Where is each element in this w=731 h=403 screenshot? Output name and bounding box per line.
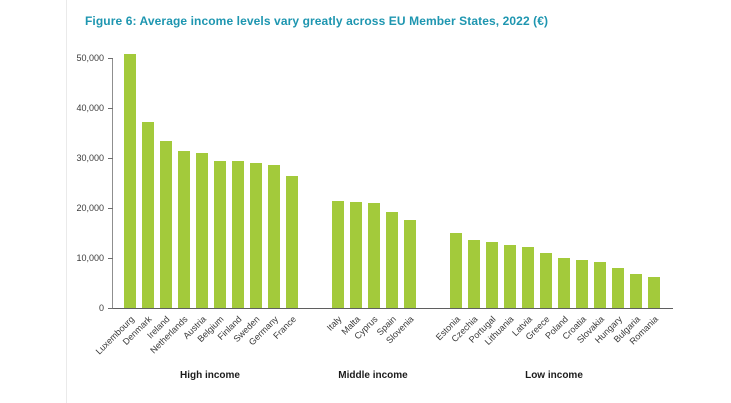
- label-group: Estonia Czechia Portugal Lithuania Latvia Gre…: [434, 312, 662, 364]
- bar-group: [329, 200, 419, 308]
- bar-column: [627, 233, 645, 308]
- bar-column: [229, 54, 247, 308]
- bar-column: [555, 233, 573, 308]
- bar-lithuania: [504, 245, 516, 308]
- bar-column: [265, 54, 283, 308]
- y-tick-label: 0: [98, 303, 104, 313]
- y-tick-label: 10,000: [76, 253, 104, 263]
- bar-column: [383, 201, 401, 308]
- bar-column: [573, 233, 591, 308]
- bar-netherlands: [178, 151, 190, 308]
- y-tick-label: 20,000: [76, 203, 104, 213]
- y-tick-mark: [108, 208, 113, 209]
- bar-sweden: [250, 163, 262, 308]
- y-tick-label: 30,000: [76, 153, 104, 163]
- group-label: Middle income: [338, 370, 408, 381]
- y-tick-mark: [108, 258, 113, 259]
- bar-cyprus: [368, 203, 380, 308]
- bar-group: [121, 54, 301, 308]
- bar-romania: [648, 276, 660, 308]
- y-tick-mark: [108, 308, 113, 309]
- bar-ireland: [160, 140, 172, 308]
- bar-luxembourg: [124, 54, 136, 308]
- bar-column: [211, 54, 229, 308]
- label-column: Slovenia: [385, 312, 418, 364]
- bar-poland: [558, 257, 570, 308]
- page-edge-line: [66, 0, 67, 403]
- label-column: Cyprus: [353, 312, 382, 364]
- bar-column: [465, 233, 483, 308]
- bar-bulgaria: [630, 273, 642, 308]
- y-tick-label: 50,000: [76, 53, 104, 63]
- label-column: Romania: [628, 312, 662, 364]
- bar-column: [283, 54, 301, 308]
- bar-malta: [350, 202, 362, 308]
- bar-spain: [386, 211, 398, 308]
- group-labels-row: High income Middle income Low income: [112, 370, 712, 381]
- bar-greece: [540, 253, 552, 308]
- y-tick-mark: [108, 108, 113, 109]
- x-axis-labels-row: Luxembourg Denmark Ireland Netherlands Austr…: [94, 312, 712, 364]
- bar-czechia: [468, 240, 480, 308]
- bar-column: [447, 233, 465, 308]
- bar-column: [501, 233, 519, 308]
- bar-estonia: [450, 233, 462, 308]
- bar-germany: [268, 164, 280, 308]
- bar-column: [609, 233, 627, 308]
- bar-column: [537, 233, 555, 308]
- bar-denmark: [142, 122, 154, 308]
- group-label: High income: [179, 370, 240, 381]
- bar-slovenia: [404, 220, 416, 308]
- bar-column: [329, 200, 347, 308]
- bar-slovakia: [594, 261, 606, 308]
- bar-croatia: [576, 260, 588, 308]
- bars-row: [113, 54, 673, 308]
- label-group: Italy Malta Cyprus Spain Slovenia: [325, 312, 418, 364]
- group-label: Low income: [525, 370, 583, 381]
- bar-column: [347, 201, 365, 308]
- label-column: France: [271, 312, 300, 364]
- y-tick-mark: [108, 158, 113, 159]
- label-column: Italy: [325, 312, 346, 364]
- figure-title: Figure 6: Average income levels vary gre…: [85, 14, 549, 28]
- income-bar-chart: 0 10,000 20,000 30,000 40,000 50,000 Luxembou…: [76, 53, 712, 381]
- bar-hungary: [612, 267, 624, 308]
- bar-column: [175, 54, 193, 308]
- plot-area: 0 10,000 20,000 30,000 40,000 50,000: [76, 53, 673, 313]
- bar-portugal: [486, 242, 498, 308]
- bar-france: [286, 175, 298, 308]
- label-column: Lithuania: [483, 312, 518, 364]
- bar-group: [447, 233, 663, 308]
- label-group: Luxembourg Denmark Ireland Netherlands Austr…: [94, 312, 300, 364]
- bar-belgium: [214, 160, 226, 308]
- bar-column: [591, 233, 609, 308]
- bar-latvia: [522, 247, 534, 308]
- bar-column: [645, 233, 663, 308]
- bar-column: [247, 54, 265, 308]
- y-tick-mark: [108, 58, 113, 59]
- bar-column: [365, 201, 383, 308]
- bar-column: [519, 233, 537, 308]
- bar-column: [157, 54, 175, 308]
- bar-austria: [196, 152, 208, 308]
- bar-finland: [232, 161, 244, 308]
- y-tick-label: 40,000: [76, 103, 104, 113]
- bar-column: [193, 54, 211, 308]
- bar-column: [483, 233, 501, 308]
- bar-column: [139, 54, 157, 308]
- bar-italy: [332, 200, 344, 308]
- bar-column: [121, 54, 139, 308]
- bar-column: [401, 201, 419, 308]
